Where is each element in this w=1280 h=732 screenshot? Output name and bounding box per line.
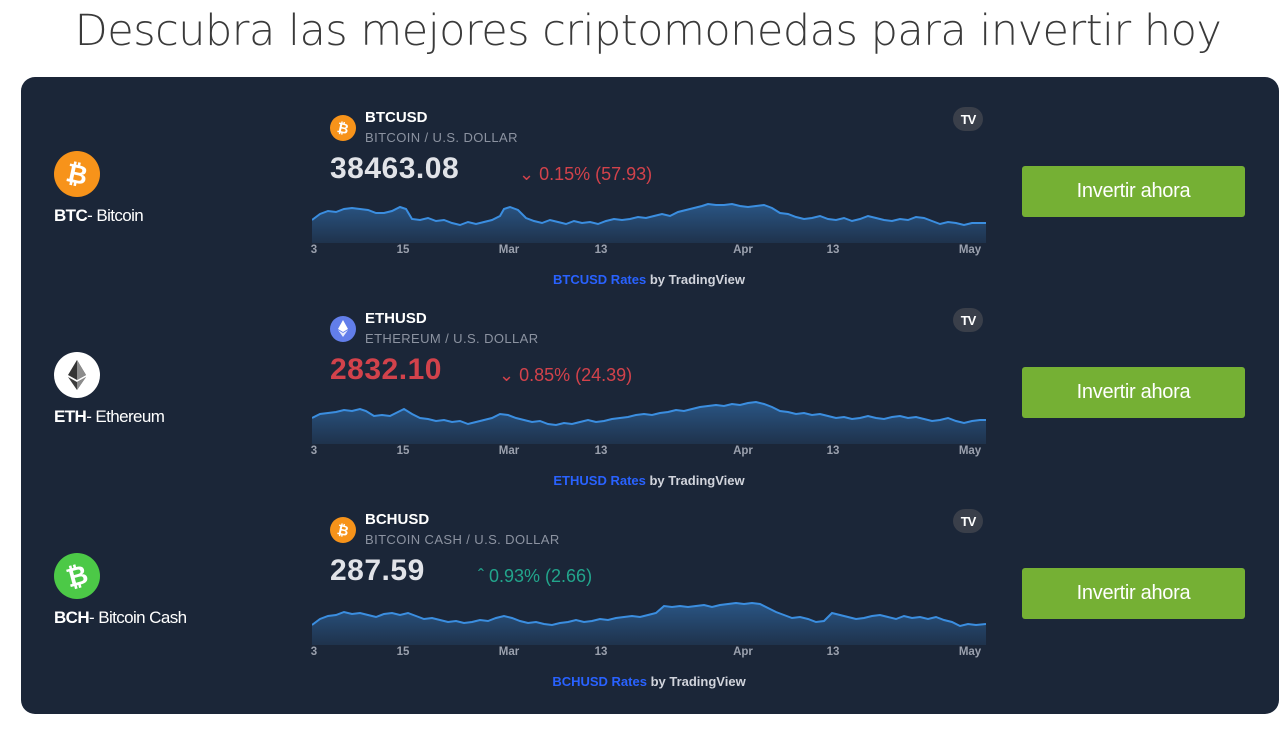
widget-credit: BCHUSD Rates by TradingView xyxy=(312,674,986,689)
coin-name: BTC- Bitcoin xyxy=(54,206,144,226)
widget-change: ⌄ 0.15% (57.93) xyxy=(519,164,652,185)
coin-ticker: BTC xyxy=(54,206,88,225)
rates-link[interactable]: BTCUSD Rates xyxy=(553,272,647,287)
axis-label: 3 xyxy=(310,244,318,256)
axis-label: 15 xyxy=(396,646,410,658)
widget-symbol[interactable]: BCHUSD xyxy=(365,511,430,528)
bitcoin-cash-icon: ₿ xyxy=(54,553,100,599)
bitcoin-icon: ₿ xyxy=(330,115,356,141)
rates-link[interactable]: BCHUSD Rates xyxy=(552,674,647,689)
tradingview-widget-btcusd[interactable]: ₿ BTCUSD BITCOIN / U.S. DOLLAR TV 38463.… xyxy=(310,79,986,287)
invest-now-button[interactable]: Invertir ahora xyxy=(1022,568,1245,619)
coin-ticker: ETH xyxy=(54,407,87,426)
axis-label: 13 xyxy=(826,244,840,256)
widget-credit: BTCUSD Rates by TradingView xyxy=(312,272,986,287)
chevron-down-icon: ⌄ xyxy=(499,365,520,385)
coin-name: ETH- Ethereum xyxy=(54,407,165,427)
time-axis: 3 15 Mar 13 Apr 13 May xyxy=(310,244,986,260)
widget-description: BITCOIN / U.S. DOLLAR xyxy=(365,130,518,145)
tradingview-logo-icon[interactable]: TV xyxy=(953,509,983,533)
coin-name: BCH- Bitcoin Cash xyxy=(54,608,187,628)
tradingview-logo-icon[interactable]: TV xyxy=(953,308,983,332)
axis-label: Apr xyxy=(733,646,753,658)
axis-label: 13 xyxy=(594,244,608,256)
widget-symbol[interactable]: BTCUSD xyxy=(365,109,428,126)
svg-text:₿: ₿ xyxy=(63,560,91,594)
svg-text:₿: ₿ xyxy=(63,158,90,192)
invest-now-button[interactable]: Invertir ahora xyxy=(1022,367,1245,418)
axis-label: 13 xyxy=(594,445,608,457)
crypto-row-btc: ₿ BTC- Bitcoin ₿ BTCUSD BITCOIN / U.S. D… xyxy=(21,79,1279,287)
axis-label: Mar xyxy=(498,244,520,256)
bitcoin-icon: ₿ xyxy=(54,151,100,197)
axis-label: 13 xyxy=(826,646,840,658)
axis-label: Mar xyxy=(498,646,520,658)
axis-label: 15 xyxy=(396,445,410,457)
widget-description: BITCOIN CASH / U.S. DOLLAR xyxy=(365,532,560,547)
axis-label: 3 xyxy=(310,646,318,658)
tradingview-logo-icon[interactable]: TV xyxy=(953,107,983,131)
axis-label: 3 xyxy=(310,445,318,457)
bitcoin-icon: ₿ xyxy=(330,517,356,543)
ethereum-icon xyxy=(54,352,100,398)
axis-label: 15 xyxy=(396,244,410,256)
axis-label: May xyxy=(958,445,982,457)
chevron-up-icon: ˆ xyxy=(478,566,489,586)
coin-info: ETH- Ethereum xyxy=(54,352,165,427)
axis-label: Apr xyxy=(733,244,753,256)
axis-label: Mar xyxy=(498,445,520,457)
widget-credit: ETHUSD Rates by TradingView xyxy=(312,473,986,488)
widget-change-value: 0.85% (24.39) xyxy=(519,365,633,385)
invest-now-button[interactable]: Invertir ahora xyxy=(1022,166,1245,217)
credit-suffix[interactable]: by TradingView xyxy=(646,272,745,287)
time-axis: 3 15 Mar 13 Apr 13 May xyxy=(310,646,986,662)
widget-description: ETHEREUM / U.S. DOLLAR xyxy=(365,331,539,346)
tradingview-widget-ethusd[interactable]: ETHUSD ETHEREUM / U.S. DOLLAR TV 2832.10… xyxy=(310,280,986,488)
sparkline-chart[interactable] xyxy=(312,394,986,444)
crypto-row-eth: ETH- Ethereum ETHUSD ETHEREUM / U.S. DOL… xyxy=(21,280,1279,488)
page-title: Descubra las mejores criptomonedas para … xyxy=(74,6,1222,56)
widget-change-value: 0.93% (2.66) xyxy=(489,566,593,586)
axis-label: 13 xyxy=(594,646,608,658)
sparkline-chart[interactable] xyxy=(312,595,986,645)
coin-ticker: BCH xyxy=(54,608,90,627)
ethereum-icon xyxy=(330,316,356,342)
coin-label: - Ethereum xyxy=(86,407,165,426)
widget-price: 38463.08 xyxy=(330,152,460,185)
sparkline-chart[interactable] xyxy=(312,193,986,243)
crypto-panel: ₿ BTC- Bitcoin ₿ BTCUSD BITCOIN / U.S. D… xyxy=(21,77,1279,714)
chevron-down-icon: ⌄ xyxy=(519,164,540,184)
axis-label: May xyxy=(958,646,982,658)
coin-info: ₿ BCH- Bitcoin Cash xyxy=(54,553,187,628)
coin-info: ₿ BTC- Bitcoin xyxy=(54,151,144,226)
axis-label: Apr xyxy=(733,445,753,457)
crypto-row-bch: ₿ BCH- Bitcoin Cash ₿ BCHUSD BITCOIN CAS… xyxy=(21,481,1279,689)
tradingview-widget-bchusd[interactable]: ₿ BCHUSD BITCOIN CASH / U.S. DOLLAR TV 2… xyxy=(310,481,986,689)
axis-label: May xyxy=(958,244,982,256)
widget-change: ⌄ 0.85% (24.39) xyxy=(499,365,632,386)
coin-label: - Bitcoin xyxy=(87,206,144,225)
rates-link[interactable]: ETHUSD Rates xyxy=(553,473,646,488)
widget-change-value: 0.15% (57.93) xyxy=(539,164,653,184)
coin-label: - Bitcoin Cash xyxy=(89,608,187,627)
time-axis: 3 15 Mar 13 Apr 13 May xyxy=(310,445,986,461)
widget-price: 2832.10 xyxy=(330,353,442,386)
widget-change: ˆ 0.93% (2.66) xyxy=(478,566,592,587)
svg-text:₿: ₿ xyxy=(336,120,350,138)
widget-symbol[interactable]: ETHUSD xyxy=(365,310,427,327)
credit-suffix[interactable]: by TradingView xyxy=(645,473,745,488)
svg-text:₿: ₿ xyxy=(336,522,350,540)
credit-suffix[interactable]: by TradingView xyxy=(646,674,746,689)
axis-label: 13 xyxy=(826,445,840,457)
widget-price: 287.59 xyxy=(330,554,425,587)
